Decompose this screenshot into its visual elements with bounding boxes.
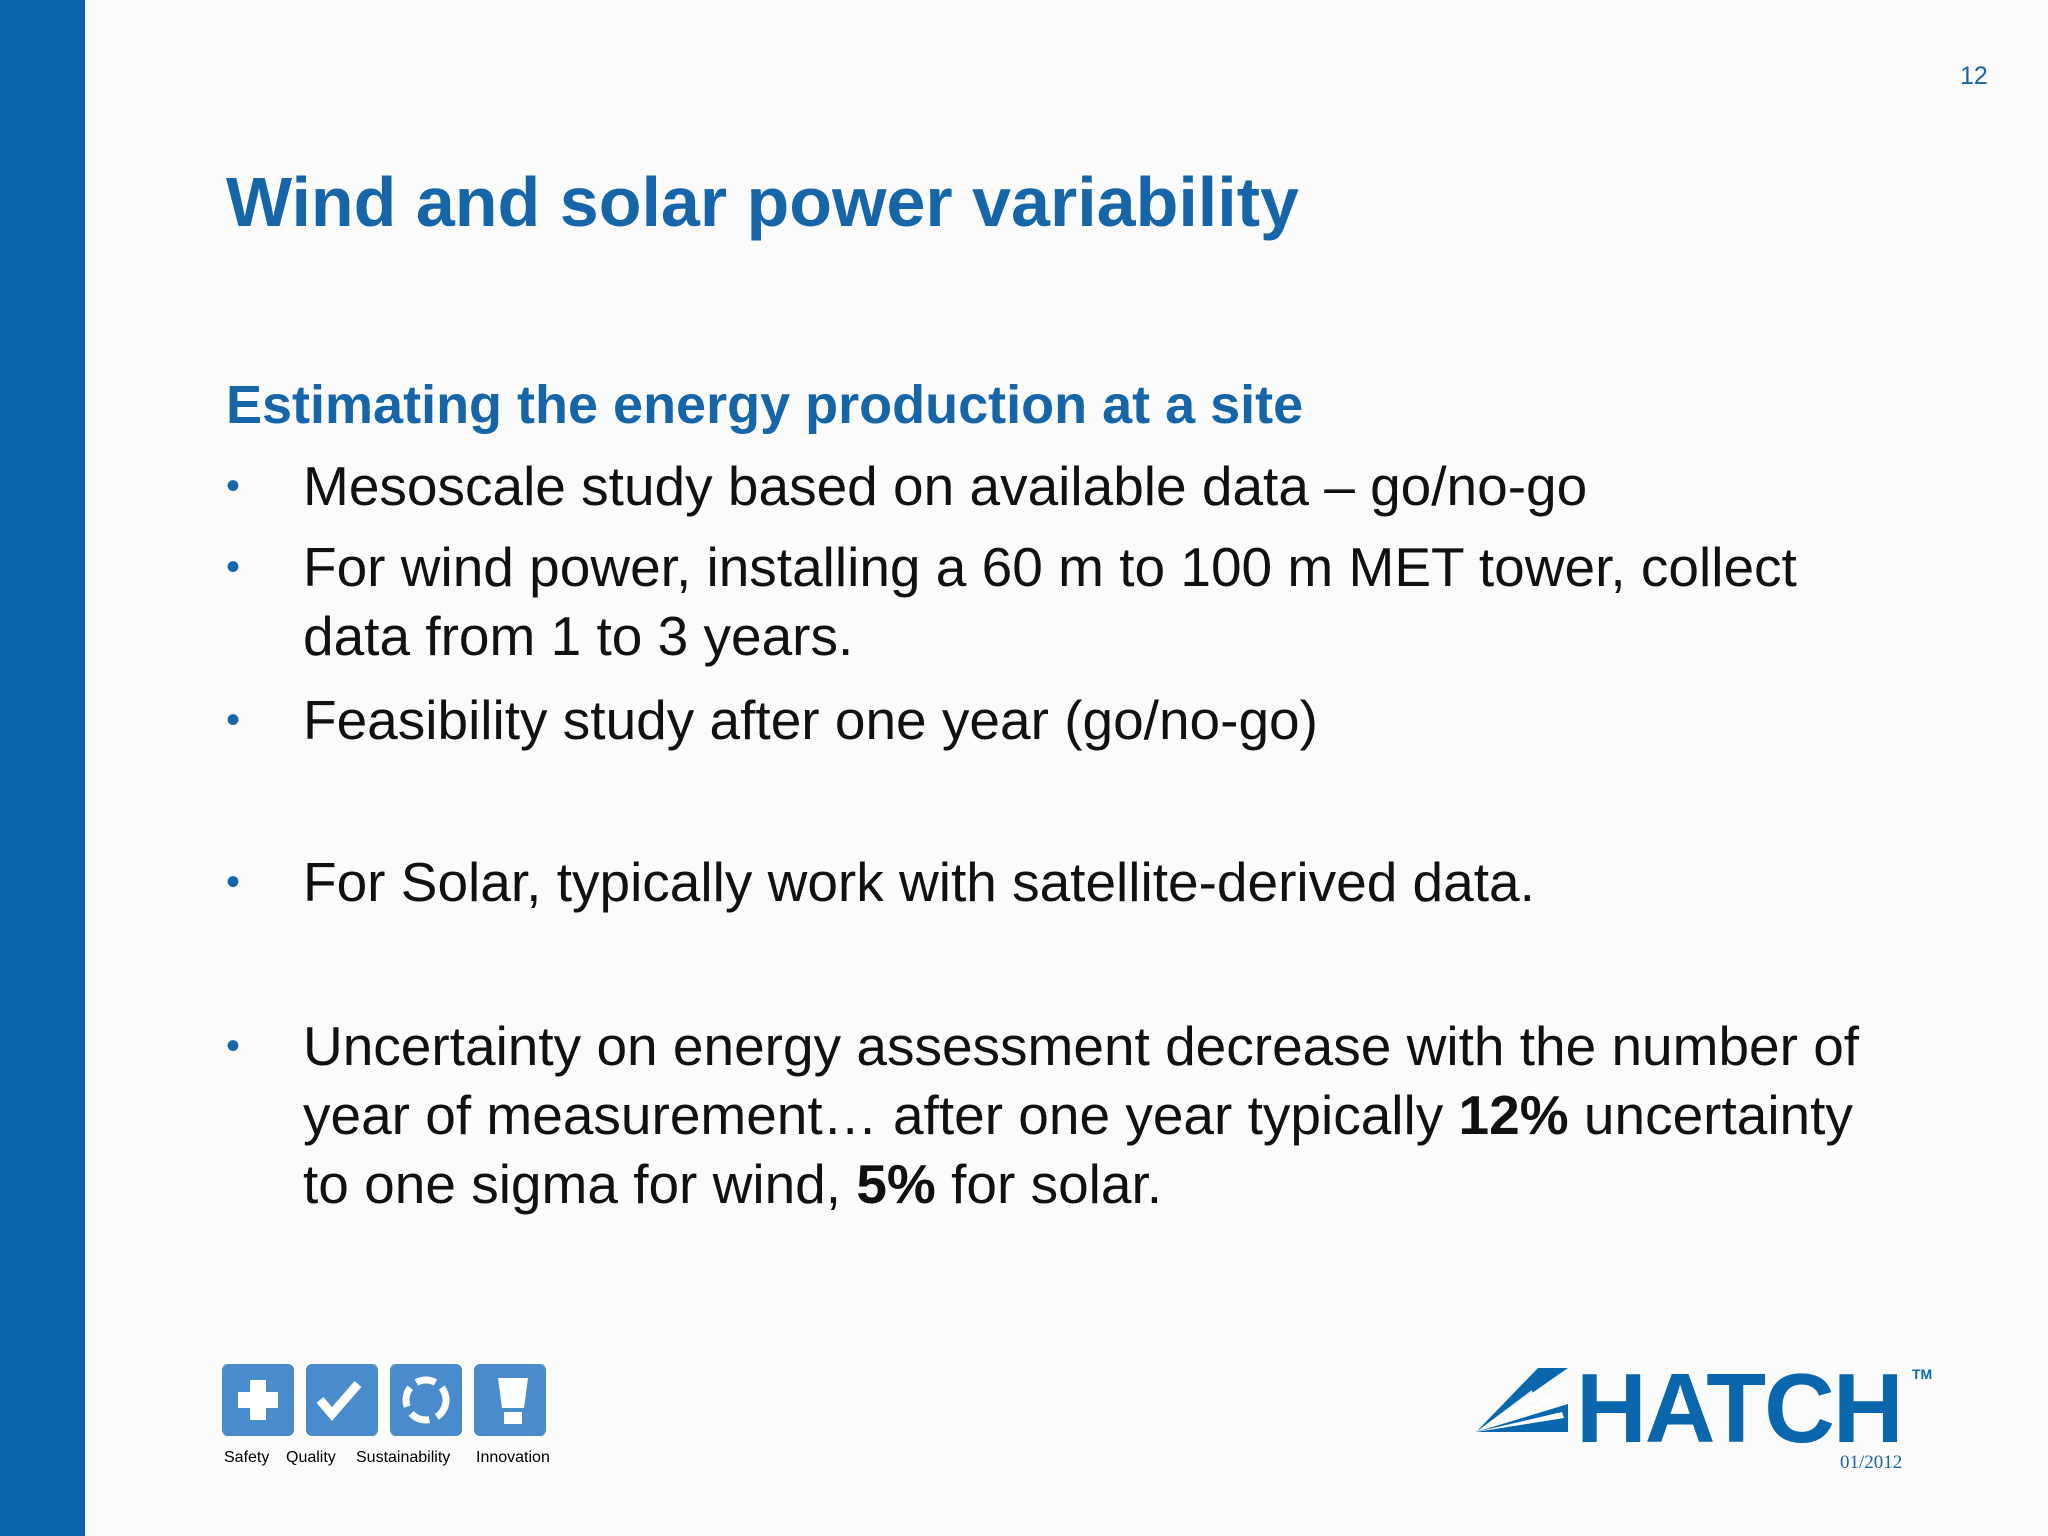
bullet-dot: • xyxy=(226,860,241,904)
tagline-item: Safety xyxy=(224,1449,269,1466)
text-run: uncertainty to one sigma for wind, xyxy=(303,1084,1869,1215)
tagline-item: Quality xyxy=(286,1449,336,1466)
page-number: 12 xyxy=(1960,62,1988,90)
brand-mark xyxy=(1476,1368,1568,1432)
slide-title: Wind and solar power variability xyxy=(226,163,1299,241)
bullet-text: Feasibility study after one year (go/no-… xyxy=(303,686,1866,755)
bullet-dot: • xyxy=(226,1024,241,1068)
bullet-dot: • xyxy=(226,545,241,589)
bullet-text: Mesoscale study based on available data … xyxy=(303,452,1866,521)
bullet-text: For wind power, installing a 60 m to 100… xyxy=(303,533,1866,671)
text-run: for solar. xyxy=(935,1153,1163,1215)
bullet-item: • Uncertainty on energy assessment decrea… xyxy=(226,1012,1866,1219)
text-run: Uncertainty on energy assessment decreas… xyxy=(303,1015,1875,1146)
bullet-item: • Feasibility study after one year (go/no… xyxy=(226,686,1866,755)
bullet-item: • For Solar, typically work with satellit… xyxy=(226,848,1866,917)
text-run: Feasibility study after one year (go/no-… xyxy=(303,689,1318,751)
bold-text: 12% xyxy=(1458,1084,1569,1146)
text-run: Mesoscale study based on available data … xyxy=(303,455,1588,517)
tagline-item: Innovation xyxy=(476,1449,550,1466)
bullet-dot: • xyxy=(226,464,241,508)
text-run: For wind power, installing a 60 m to 100… xyxy=(303,536,1813,667)
date: 01/2012 xyxy=(1840,1452,1903,1473)
subtitle: Estimating the energy production at a si… xyxy=(226,375,1304,435)
bold-text: 5% xyxy=(856,1153,936,1215)
bullet-text: For Solar, typically work with satellite… xyxy=(303,848,1866,917)
brand-name: HATCH xyxy=(1576,1353,1904,1463)
bullet-item: • For wind power, installing a 60 m to 10… xyxy=(226,533,1866,671)
bullet-text: Uncertainty on energy assessment decreas… xyxy=(303,1012,1866,1219)
tagline-item: Sustainability xyxy=(356,1449,450,1466)
text-run: For Solar, typically work with satellite… xyxy=(303,851,1535,913)
bullet-dot: • xyxy=(226,698,241,742)
values-logo: Safety Quality Sustainability Innovation xyxy=(222,1364,550,1466)
trademark: TM xyxy=(1912,1366,1933,1382)
sidebar xyxy=(0,0,85,1536)
bullet-item: • Mesoscale study based on available data… xyxy=(226,452,1866,521)
